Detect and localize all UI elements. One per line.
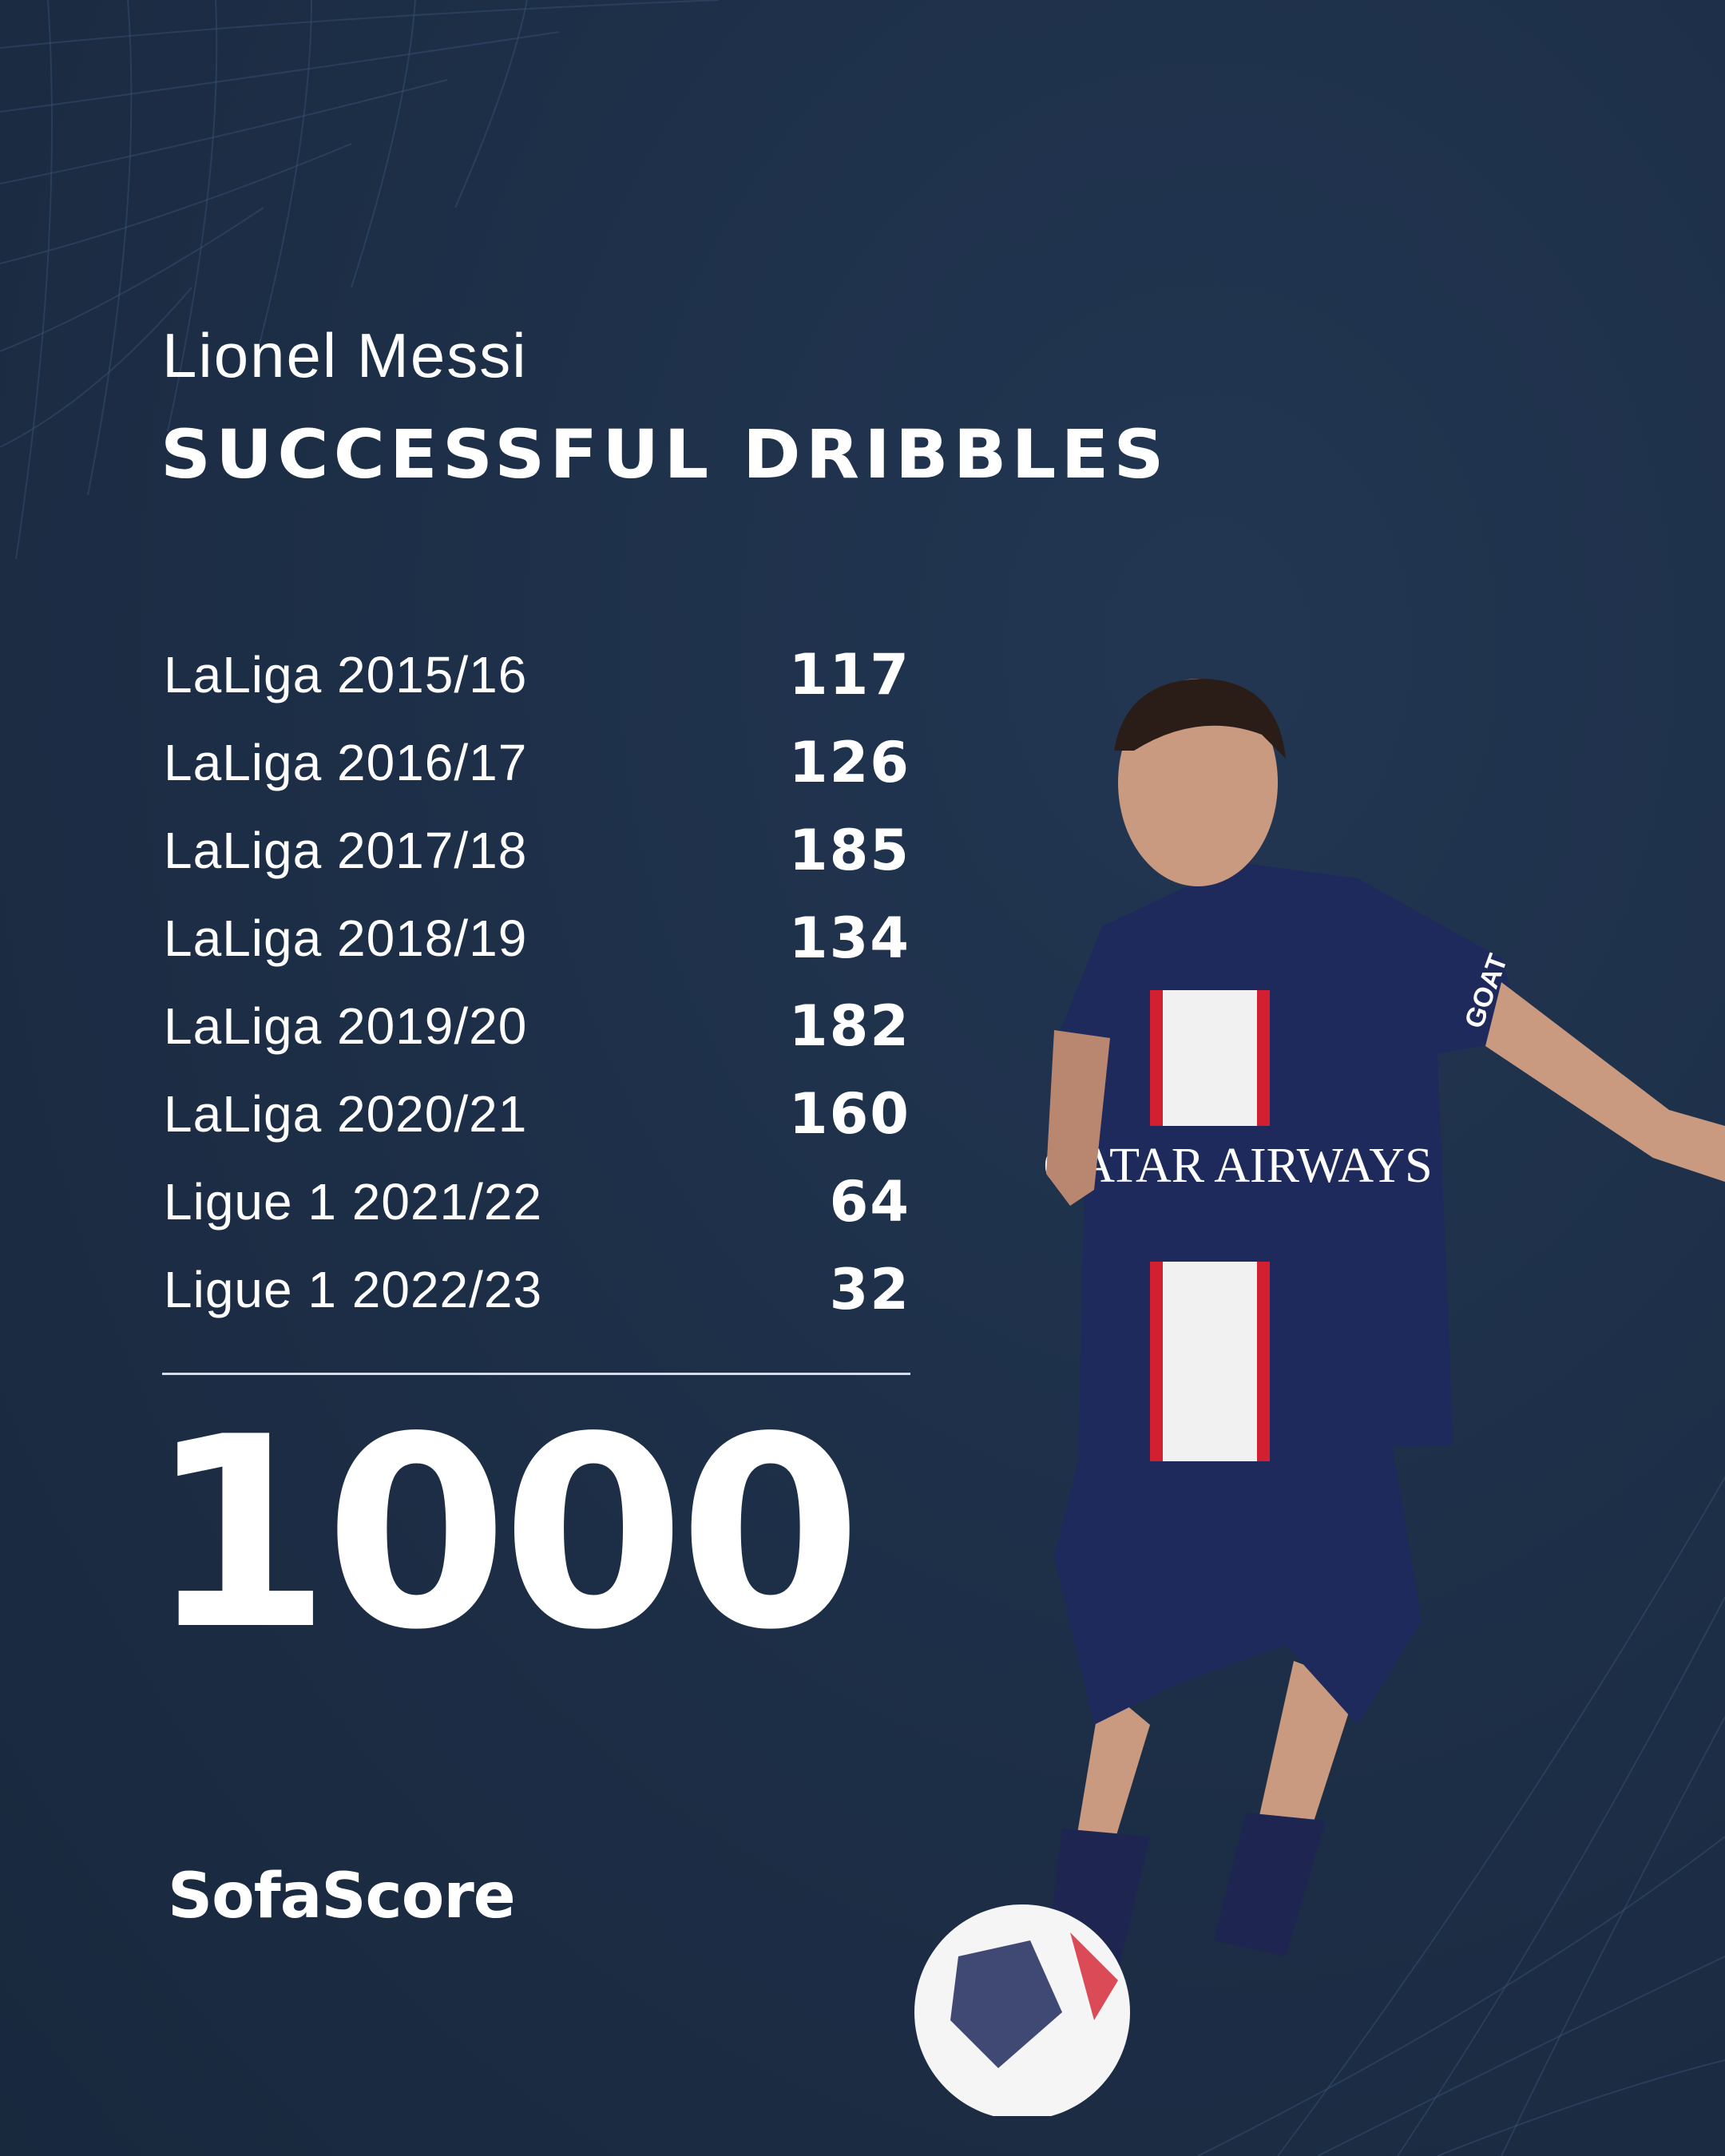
season-label: Ligue 1 2021/22 bbox=[164, 1173, 543, 1231]
season-value: 185 bbox=[788, 818, 910, 883]
jersey-sponsor: QATAR AIRWAYS bbox=[1043, 1139, 1432, 1193]
season-row: LaLiga 2018/19 134 bbox=[164, 894, 910, 982]
season-label: LaLiga 2020/21 bbox=[164, 1085, 528, 1143]
season-value: 160 bbox=[788, 1081, 910, 1147]
season-row: LaLiga 2020/21 160 bbox=[164, 1070, 910, 1158]
season-value: 64 bbox=[829, 1169, 910, 1235]
season-row: LaLiga 2015/16 117 bbox=[164, 631, 910, 719]
season-value: 134 bbox=[788, 906, 910, 971]
season-value: 182 bbox=[788, 993, 910, 1059]
season-label: LaLiga 2016/17 bbox=[164, 734, 528, 791]
divider bbox=[162, 1373, 910, 1375]
season-row: LaLiga 2016/17 126 bbox=[164, 719, 910, 807]
season-value: 126 bbox=[788, 730, 910, 795]
season-label: Ligue 1 2022/23 bbox=[164, 1261, 543, 1318]
season-label: LaLiga 2018/19 bbox=[164, 910, 528, 967]
stat-title: SUCCESSFUL DRIBBLES bbox=[161, 415, 1169, 493]
season-row: LaLiga 2019/20 182 bbox=[164, 982, 910, 1070]
sofascore-logo: SofaScore bbox=[168, 1861, 516, 1932]
player-name: Lionel Messi bbox=[162, 320, 528, 390]
season-stats-list: LaLiga 2015/16 117 LaLiga 2016/17 126 LaLi… bbox=[164, 631, 910, 1334]
season-label: LaLiga 2015/16 bbox=[164, 646, 528, 703]
season-row: LaLiga 2017/18 185 bbox=[164, 807, 910, 894]
season-row: Ligue 1 2021/22 64 bbox=[164, 1158, 910, 1246]
season-value: 117 bbox=[788, 642, 910, 707]
season-row: Ligue 1 2022/23 32 bbox=[164, 1246, 910, 1334]
player-photo: QATAR AIRWAYS GOAT bbox=[914, 679, 1725, 2116]
total-dribbles: 1000 bbox=[148, 1381, 862, 1687]
season-value: 32 bbox=[829, 1257, 910, 1322]
season-label: LaLiga 2017/18 bbox=[164, 822, 528, 879]
season-label: LaLiga 2019/20 bbox=[164, 997, 528, 1055]
